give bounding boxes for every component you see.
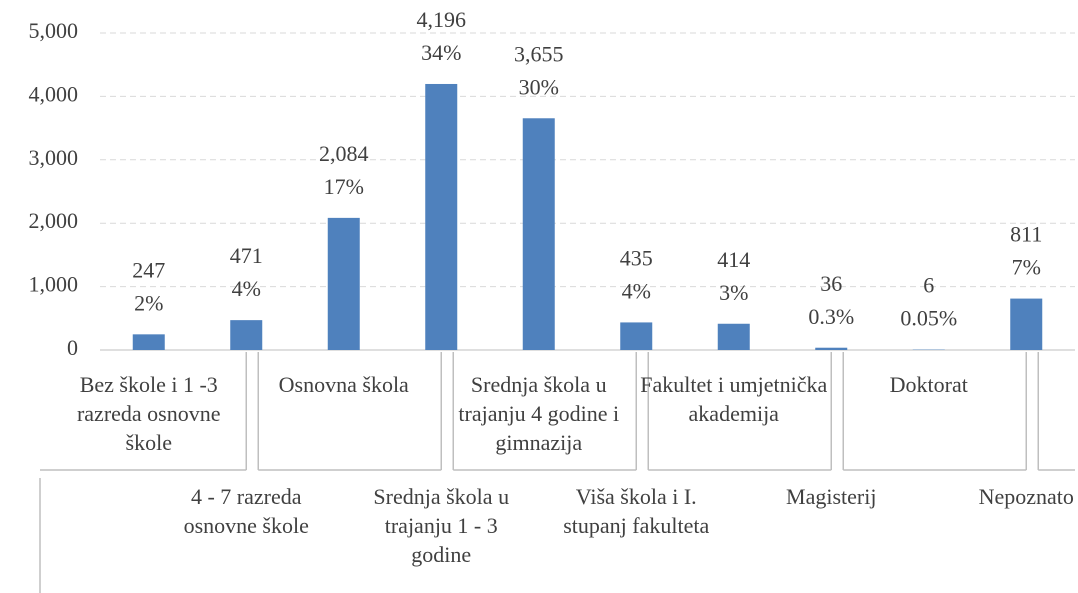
bar — [717, 323, 750, 350]
share-label: 34% — [421, 40, 461, 65]
bar — [230, 320, 263, 350]
value-label: 3,655 — [514, 41, 564, 66]
value-label: 4,196 — [417, 7, 467, 32]
value-label: 247 — [132, 257, 165, 282]
value-label: 36 — [820, 271, 842, 296]
bar — [815, 347, 848, 350]
share-label: 0.3% — [808, 304, 854, 329]
share-label: 0.05% — [900, 306, 957, 331]
y-tick-label: 5,000 — [29, 18, 79, 43]
value-label: 2,084 — [319, 141, 369, 166]
y-tick-label: 1,000 — [29, 272, 79, 297]
share-label: 17% — [324, 174, 364, 199]
x-tick-label: 4 - 7 razreda osnovne škole — [183, 484, 309, 538]
share-label: 7% — [1012, 255, 1041, 280]
share-label: 3% — [719, 280, 748, 305]
y-tick-label: 4,000 — [29, 81, 79, 106]
x-tick-label: Fakultet i umjetnička akademija — [640, 372, 828, 426]
x-tick-label: Nepoznato — [978, 484, 1074, 509]
x-tick-label: Srednja škola u trajanju 1 - 3 godine — [373, 484, 510, 567]
value-label: 6 — [923, 273, 934, 298]
bar — [620, 322, 653, 350]
x-tick-label: Srednja škola u trajanju 4 godine i gimn… — [458, 372, 620, 455]
bar — [132, 334, 165, 350]
x-tick-label: Osnovna škola — [278, 372, 409, 397]
bar — [1010, 298, 1043, 350]
value-label: 414 — [717, 247, 750, 272]
x-tick-label: Viša škola i I. stupanj fakulteta — [563, 484, 710, 538]
value-label: 811 — [1010, 222, 1042, 247]
value-label: 435 — [620, 245, 653, 270]
x-tick-label: Magisterij — [786, 484, 877, 509]
y-tick-label: 3,000 — [29, 145, 79, 170]
x-tick-label: Doktorat — [889, 372, 968, 397]
share-label: 4% — [232, 276, 261, 301]
bar — [522, 118, 555, 350]
y-tick-label: 0 — [67, 335, 78, 360]
share-label: 2% — [134, 290, 163, 315]
bar — [327, 217, 360, 350]
bar — [425, 83, 458, 350]
share-label: 30% — [519, 74, 559, 99]
value-label: 471 — [230, 243, 263, 268]
y-tick-label: 2,000 — [29, 208, 79, 233]
share-label: 4% — [622, 278, 651, 303]
x-tick-label: Bez škole i 1 -3 razreda osnovne škole — [76, 372, 221, 455]
